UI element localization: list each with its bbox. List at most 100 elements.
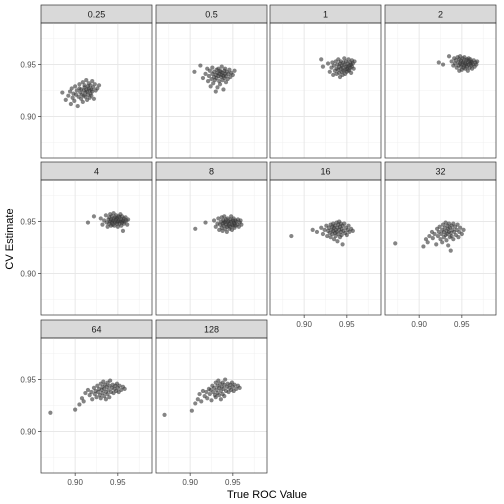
data-point (340, 242, 345, 247)
data-point (84, 78, 89, 83)
facet-panel: 0.5 (155, 4, 268, 159)
facet-strip-label: 16 (320, 167, 330, 177)
data-point (120, 228, 126, 233)
panel-border (384, 22, 497, 159)
data-point (189, 408, 194, 413)
data-point (222, 214, 227, 219)
data-point (325, 61, 331, 66)
data-point (115, 224, 120, 229)
panel-border (269, 179, 382, 316)
data-point (105, 224, 110, 229)
data-point (239, 222, 244, 227)
data-point (213, 395, 218, 400)
facet-panels: 0.25 0.90 0.95 0.5 1 2 4 0.90 0.95 8 16 0.90 0.95 32 0… (20, 4, 497, 487)
data-point (440, 62, 446, 67)
facet-strip-label: 2 (438, 10, 443, 20)
data-point (89, 93, 94, 98)
data-point (81, 399, 86, 404)
data-point (217, 82, 223, 87)
data-point (69, 86, 74, 91)
data-point (446, 243, 451, 248)
x-tick-label: 0.90 (67, 478, 83, 487)
data-point (87, 393, 92, 398)
data-point (446, 54, 452, 59)
data-point (199, 399, 204, 404)
data-point (103, 397, 108, 402)
data-point (347, 229, 352, 235)
data-point (216, 378, 221, 383)
data-point (85, 387, 91, 393)
data-point (103, 213, 108, 218)
data-point (200, 75, 206, 81)
data-point (222, 394, 227, 399)
data-point (234, 386, 239, 391)
x-tick-label: 0.95 (110, 478, 126, 487)
facet-panel: 4 0.90 0.95 (20, 161, 153, 316)
panel-border (155, 179, 268, 316)
data-point (213, 89, 218, 94)
data-point (444, 238, 449, 243)
data-point (203, 220, 208, 225)
data-point (60, 90, 65, 95)
data-point (89, 389, 94, 395)
data-point (79, 396, 85, 401)
data-point (223, 66, 228, 71)
facet-panel: 0.25 0.90 0.95 (20, 4, 153, 159)
facet-panel: 1 (269, 4, 382, 159)
data-point (98, 216, 103, 221)
data-point (232, 382, 237, 387)
y-tick-label: 0.95 (20, 61, 36, 70)
data-point (435, 233, 441, 239)
data-point (218, 397, 223, 402)
data-point (351, 66, 356, 71)
data-point (432, 231, 437, 237)
facet-strip-label: 0.5 (205, 10, 218, 20)
data-point (162, 412, 167, 417)
data-point (68, 101, 73, 107)
data-point (475, 59, 480, 64)
data-point (210, 65, 215, 70)
x-tick-label: 0.90 (411, 320, 427, 329)
data-point (102, 394, 107, 399)
data-point (451, 237, 456, 242)
data-point (350, 228, 355, 233)
data-point (449, 59, 454, 64)
data-point (117, 383, 122, 388)
data-point (211, 81, 216, 86)
data-point (319, 57, 324, 62)
data-point (339, 232, 344, 238)
facet-strip-label: 8 (209, 167, 214, 177)
data-point (427, 233, 432, 239)
data-point (125, 222, 130, 227)
facet-panel: 16 0.90 0.95 (269, 161, 382, 329)
data-point (327, 69, 332, 74)
data-point (92, 82, 97, 87)
data-point (346, 223, 351, 228)
data-point (200, 388, 206, 394)
data-point (198, 63, 203, 68)
data-point (95, 383, 100, 388)
data-point (217, 393, 222, 398)
data-point (205, 396, 210, 401)
data-point (79, 96, 84, 101)
x-tick-label: 0.90 (182, 478, 198, 487)
y-tick-label: 0.90 (20, 269, 36, 278)
facet-strip-label: 128 (204, 325, 219, 335)
data-point (238, 218, 243, 223)
data-point (90, 85, 96, 90)
data-point (90, 79, 95, 84)
facet-panel: 2 (384, 4, 497, 159)
data-point (205, 79, 211, 84)
data-point (70, 95, 75, 100)
data-point (73, 84, 78, 89)
data-point (436, 60, 441, 65)
panel-border (40, 22, 153, 159)
data-point (331, 237, 337, 242)
data-point (211, 218, 217, 223)
data-point (223, 377, 228, 382)
facet-panel: 32 0.90 0.95 (384, 161, 497, 329)
data-point (193, 401, 198, 406)
data-point (344, 232, 349, 238)
data-point (216, 216, 221, 221)
data-point (77, 402, 82, 407)
